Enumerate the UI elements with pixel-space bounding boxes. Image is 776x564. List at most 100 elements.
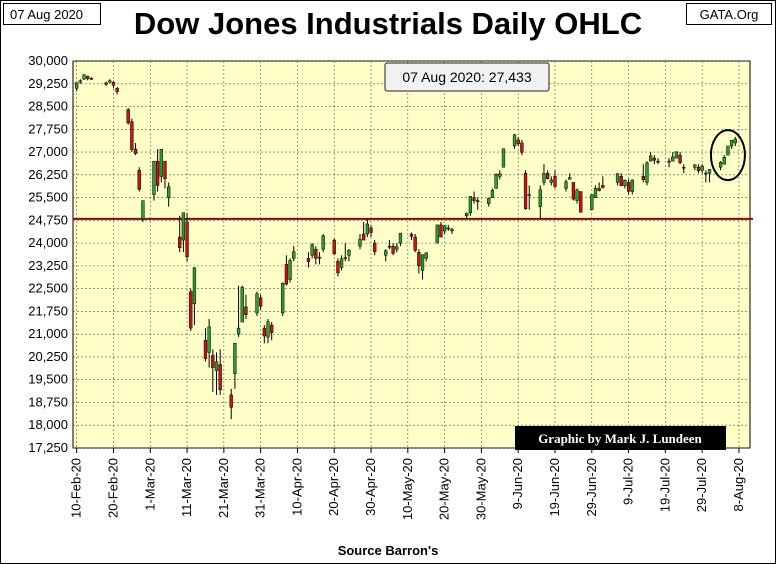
candle	[82, 74, 86, 80]
candle	[439, 221, 443, 238]
candle-body	[126, 109, 130, 124]
candle-body	[262, 327, 266, 337]
candle-body	[442, 225, 447, 232]
candle-body	[89, 78, 94, 80]
candle-body	[240, 286, 244, 323]
candle	[626, 179, 631, 195]
x-tick-label: 11-Mar-20	[179, 458, 194, 517]
candle	[472, 191, 476, 204]
candle-body	[82, 74, 86, 80]
candle-body	[398, 232, 403, 244]
candle	[178, 215, 182, 253]
candle-body	[420, 254, 425, 271]
candle	[420, 254, 425, 280]
candle-body	[111, 81, 116, 86]
candle-body	[130, 121, 134, 150]
candle	[211, 349, 215, 392]
candle	[542, 164, 546, 186]
candle	[214, 352, 219, 395]
candle	[682, 164, 686, 174]
candle-body	[490, 190, 495, 198]
candle-body	[538, 189, 542, 207]
candles-group	[75, 74, 737, 420]
candle-body	[159, 149, 163, 177]
candle	[516, 136, 520, 146]
candle	[244, 294, 248, 319]
candle	[656, 158, 660, 165]
plot-area	[72, 60, 751, 449]
candle-body	[339, 258, 344, 268]
candle-body	[332, 239, 336, 254]
candle	[413, 234, 417, 253]
candle-body	[501, 148, 506, 168]
candle	[575, 188, 579, 204]
candle-body	[435, 224, 439, 244]
candle	[292, 246, 296, 262]
candle	[722, 155, 726, 165]
candle-body	[229, 394, 233, 408]
x-tick-label: 19-Jul-20	[657, 458, 672, 512]
candle-body	[645, 162, 649, 183]
credit-box: Graphic by Mark J. Lundeen	[515, 426, 726, 450]
candle	[733, 136, 737, 146]
x-tick-label: 20-Feb-20	[105, 458, 120, 518]
candle-body	[185, 221, 189, 258]
candle-body	[615, 173, 620, 183]
candle-body	[729, 139, 734, 147]
candle	[189, 288, 193, 332]
candle-body	[104, 82, 108, 85]
candle-body	[236, 327, 241, 335]
candle	[255, 291, 259, 316]
candle	[527, 185, 531, 210]
candle-body	[487, 197, 491, 204]
candle-body	[512, 134, 517, 147]
candle-body	[115, 88, 119, 92]
y-tick-label: 24,000	[28, 235, 68, 250]
candle	[86, 75, 90, 81]
candle-body	[108, 80, 112, 83]
x-tick-label: 29-Jul-20	[694, 458, 709, 512]
candle-body	[601, 185, 605, 188]
x-tick-label: 29-Jun-20	[584, 458, 599, 517]
candle	[266, 319, 270, 344]
candle	[111, 80, 116, 89]
candle-body	[652, 157, 656, 161]
candle	[579, 191, 583, 213]
candle-body	[362, 233, 366, 241]
x-tick-label: 10-Feb-20	[69, 458, 84, 518]
candle	[369, 224, 373, 238]
candle	[645, 161, 649, 186]
candle	[310, 243, 314, 259]
candle	[332, 238, 336, 256]
candle	[726, 145, 730, 156]
x-tick-label: 30-Apr-20	[363, 458, 378, 516]
candle-body	[321, 235, 325, 250]
candle	[258, 294, 263, 310]
candle-body	[630, 179, 634, 192]
candle	[358, 234, 362, 250]
candle-body	[288, 260, 292, 280]
candle-body	[722, 156, 726, 165]
y-tick-label: 17,250	[28, 440, 68, 455]
candle-body	[671, 156, 675, 162]
candle	[218, 349, 222, 395]
candle-body	[281, 282, 285, 314]
candle	[468, 196, 473, 216]
candle-body	[678, 154, 682, 163]
candle-body	[527, 194, 531, 196]
candle	[523, 170, 528, 210]
candle-body	[163, 160, 167, 180]
candle	[126, 108, 130, 125]
candle-body	[270, 324, 274, 333]
candle	[236, 285, 241, 338]
candle	[700, 164, 704, 174]
candle-body	[384, 250, 388, 256]
candle	[520, 139, 524, 156]
candle	[343, 243, 347, 262]
candle-body	[718, 162, 723, 168]
candle	[696, 164, 701, 174]
candle	[384, 249, 388, 262]
candle-body	[656, 160, 660, 163]
candle	[435, 224, 439, 244]
candle-body	[155, 160, 160, 186]
